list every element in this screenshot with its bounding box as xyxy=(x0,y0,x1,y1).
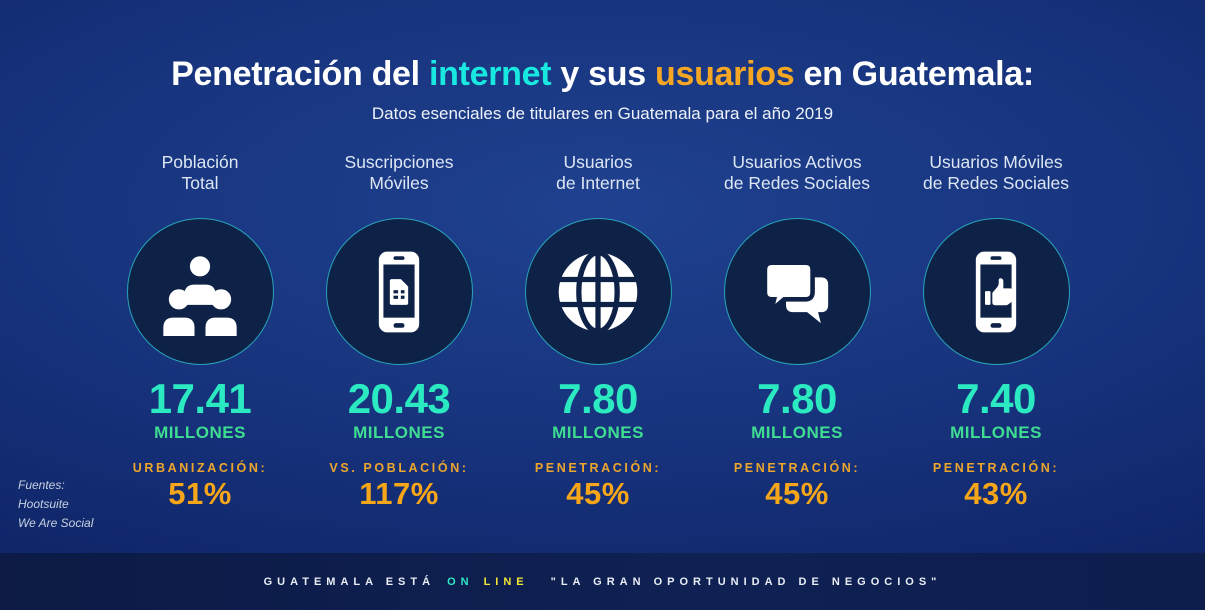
column-header: Usuarios Móviles de Redes Sociales xyxy=(923,152,1069,196)
stat-value: 7.40 xyxy=(956,375,1036,422)
footer-text-1: GUATEMALA ESTÁ xyxy=(263,575,436,588)
column-header-line1: Usuarios xyxy=(563,152,633,172)
metric-value: 43% xyxy=(964,476,1028,511)
people-icon xyxy=(156,248,244,336)
column-header-line2: de Internet xyxy=(556,173,640,193)
sources-line1: Hootsuite xyxy=(18,497,69,512)
metric-value: 51% xyxy=(168,476,232,511)
metric-label: URBANIZACIÓN: xyxy=(132,461,268,475)
column-internet-users: Usuarios de Internet xyxy=(505,152,691,509)
stat-unit: MILLONES xyxy=(552,423,644,442)
stat-value: 7.80 xyxy=(558,375,638,422)
stat-unit: MILLONES xyxy=(950,423,1042,442)
column-population: Población Total xyxy=(107,152,293,509)
title-part-2: y sus xyxy=(551,55,655,93)
column-mobile-subscriptions: Suscripciones Móviles xyxy=(306,152,492,509)
icon-circle xyxy=(325,218,473,365)
metric-value: 117% xyxy=(359,476,439,511)
column-header-line2: Total xyxy=(181,173,219,193)
column-header: Usuarios Activos de Redes Sociales xyxy=(724,152,870,196)
column-social-mobile-users: Usuarios Móviles de Redes Sociales xyxy=(903,152,1089,509)
main-area: Penetración del internet y sus usuarios … xyxy=(0,55,1205,534)
title-part-3: en Guatemala: xyxy=(794,55,1034,93)
icon-circle xyxy=(922,218,1070,365)
footer-bar: GUATEMALA ESTÁ ON LINE "LA GRAN OPORTUNIDAD… xyxy=(0,553,1205,610)
column-header-line1: Usuarios Activos xyxy=(732,152,862,172)
column-header: Suscripciones Móviles xyxy=(345,152,454,196)
title-highlight-internet: internet xyxy=(428,55,552,93)
mobile-like-icon xyxy=(952,248,1040,336)
icon-circle xyxy=(524,218,672,365)
stat-value: 20.43 xyxy=(347,375,451,422)
sources-label: Fuentes: xyxy=(18,478,65,492)
metric-label: PENETRACIÓN: xyxy=(733,461,861,475)
title-highlight-usuarios: usuarios xyxy=(655,55,795,93)
icon-circle xyxy=(723,218,871,365)
column-header-line1: Suscripciones xyxy=(344,152,454,172)
stat-value: 17.41 xyxy=(148,375,252,422)
stat-unit: MILLONES xyxy=(154,423,246,442)
column-header-line1: Población xyxy=(161,152,239,172)
stats-row: Población Total xyxy=(107,152,1089,509)
stat-value: 7.80 xyxy=(757,375,837,422)
column-header-line1: Usuarios Móviles xyxy=(929,152,1063,172)
metric-label: PENETRACIÓN: xyxy=(932,461,1060,475)
mobile-sim-icon xyxy=(355,248,443,336)
chat-bubbles-icon xyxy=(753,248,841,336)
page-title: Penetración del internet y sus usuarios … xyxy=(0,55,1205,93)
column-header: Población Total xyxy=(162,152,239,196)
footer-highlight-line: LINE xyxy=(483,575,529,588)
metric-label: VS. POBLACIÓN: xyxy=(329,461,469,475)
column-header: Usuarios de Internet xyxy=(556,152,640,196)
footer-text-2: "LA GRAN OPORTUNIDAD DE NEGOCIOS" xyxy=(550,575,942,588)
metric-value: 45% xyxy=(566,476,630,511)
column-social-active-users: Usuarios Activos de Redes Sociales 7.80 … xyxy=(704,152,890,509)
footer-highlight-on: ON xyxy=(447,575,474,588)
sources-note: Fuentes: Hootsuite We Are Social xyxy=(18,476,93,534)
stat-unit: MILLONES xyxy=(751,423,843,442)
icon-circle xyxy=(126,218,274,365)
column-header-line2: de Redes Sociales xyxy=(724,173,870,193)
page-subtitle: Datos esenciales de titulares en Guatema… xyxy=(371,104,834,124)
metric-label: PENETRACIÓN: xyxy=(534,461,662,475)
title-part-1: Penetración del xyxy=(171,55,429,93)
globe-icon xyxy=(552,246,644,338)
column-header-line2: Móviles xyxy=(369,173,429,193)
stat-unit: MILLONES xyxy=(353,423,445,442)
metric-value: 45% xyxy=(765,476,829,511)
column-header-line2: de Redes Sociales xyxy=(923,173,1069,193)
sources-line2: We Are Social xyxy=(18,516,94,531)
